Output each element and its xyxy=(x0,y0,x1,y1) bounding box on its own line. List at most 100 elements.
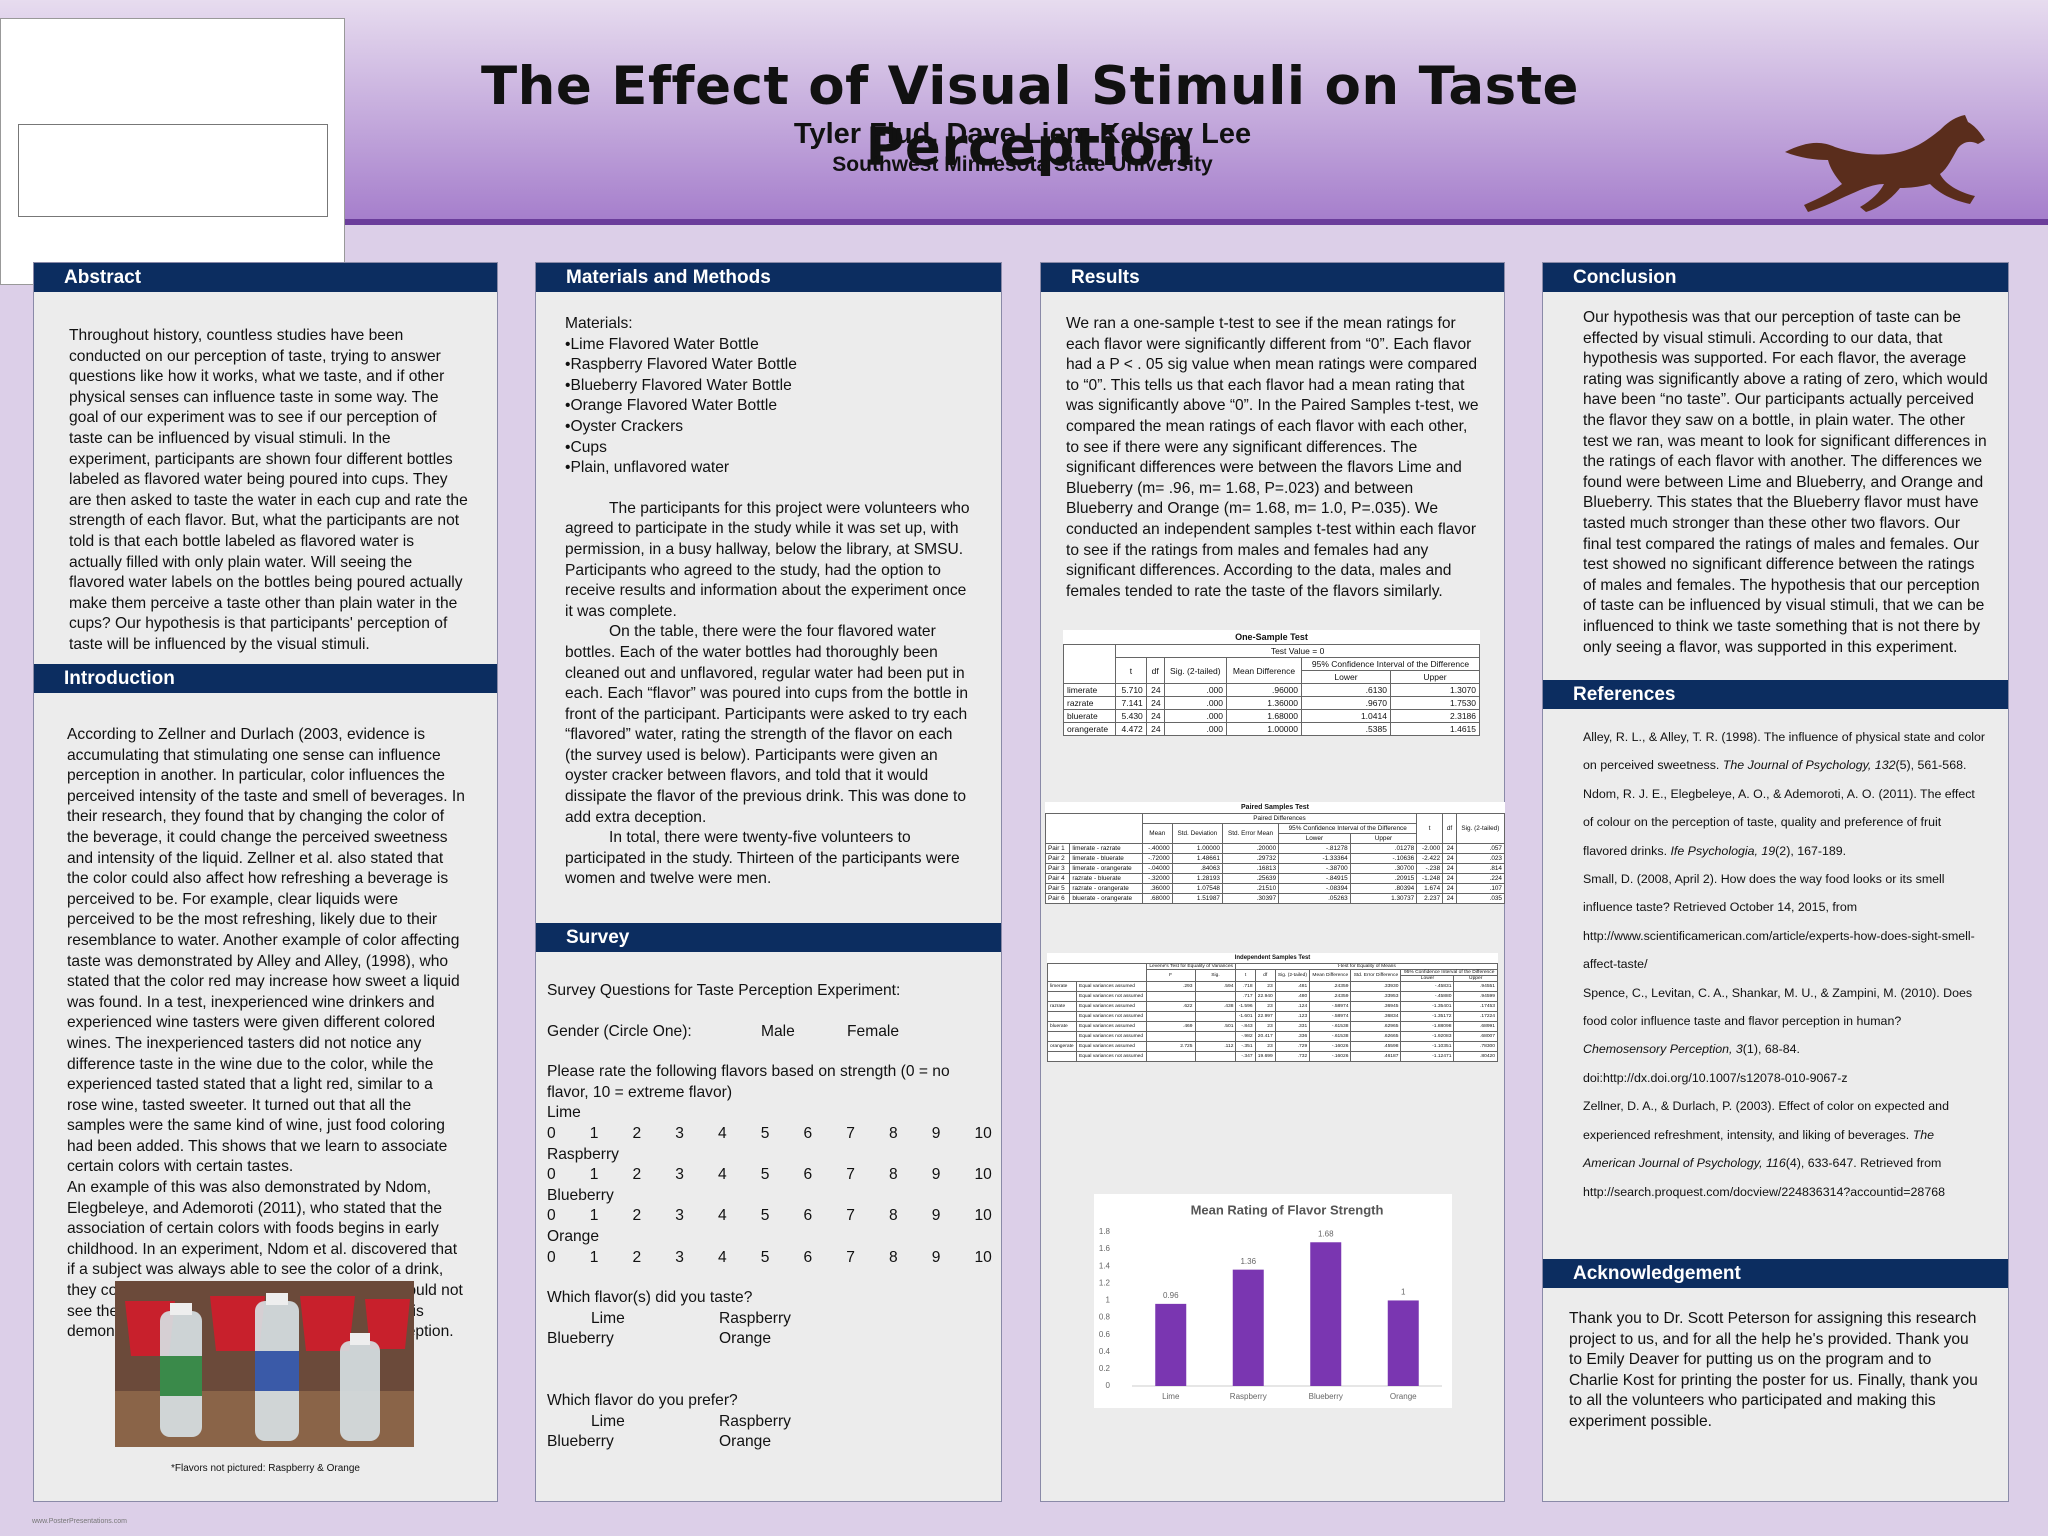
y-tick-label: 0 xyxy=(1106,1381,1111,1390)
table-header xyxy=(1047,963,1147,982)
table-cell: bluerate xyxy=(1062,709,1117,723)
table-cell: .46187 xyxy=(1350,1051,1402,1062)
table-cell: .68007 xyxy=(1453,1031,1498,1042)
table-cell: Pair 1 xyxy=(1044,843,1071,854)
table-cell: -.16026 xyxy=(1309,1041,1352,1052)
material-item: •Oyster Crackers xyxy=(565,417,684,435)
scale-number: 1 xyxy=(589,1166,599,1184)
table-cell: 24 xyxy=(1442,843,1457,854)
table-cell: .6130 xyxy=(1301,683,1391,697)
table-header: Sig. (2-tailed) xyxy=(1274,969,1311,982)
table-cell: .123 xyxy=(1274,1011,1311,1022)
scale-number: 8 xyxy=(889,1124,898,1142)
scale-number: 0 xyxy=(547,1207,556,1225)
scale-number: 4 xyxy=(718,1166,727,1184)
reference-part: Ndom, R. J. E., Elegbeleye, A. O., & Ade… xyxy=(1583,786,1975,858)
table-cell: limerate - razrate xyxy=(1069,843,1143,854)
paragraph: According to Zellner and Durlach (2003, … xyxy=(67,726,465,1176)
table-cell: -1.596 xyxy=(1235,1001,1256,1012)
table-header: t xyxy=(1416,813,1444,844)
table-cell: -1.33364 xyxy=(1278,853,1351,864)
bar xyxy=(1387,1300,1419,1386)
scale-number: 0 xyxy=(547,1124,556,1142)
authors: Tyler Flud, Dave Lien, Kelsey Lee xyxy=(793,118,1252,150)
data-row: Equal variances not assumed -1.601 22.997.… xyxy=(1047,1011,1498,1022)
data-label: 1.68 xyxy=(1318,1229,1334,1238)
scale-row: 0 1 2 3 4 5 6 7 8 9 10 xyxy=(547,1248,992,1269)
scale-number: 0 xyxy=(547,1248,556,1266)
flavor-option: Raspberry xyxy=(719,1412,791,1430)
table-cell: .20915 xyxy=(1349,873,1418,884)
header-row: Test Value = 0 xyxy=(1062,644,1480,684)
table-cell: 24 xyxy=(1442,853,1457,864)
table-cell: -.45880 xyxy=(1400,991,1455,1002)
results-text: We ran a one-sample t-test to see if the… xyxy=(1066,315,1479,600)
table-cell: 24 xyxy=(1145,722,1165,736)
table-cell: .21510 xyxy=(1221,883,1280,894)
flavor-label: Orange xyxy=(547,1227,600,1245)
table-cell: .84063 xyxy=(1171,863,1223,874)
table-cell: 23 xyxy=(1254,981,1276,992)
scale-number: 8 xyxy=(889,1248,898,1266)
table-cell: .62965 xyxy=(1350,1021,1402,1032)
table-cell: orangerate xyxy=(1062,722,1117,736)
table: Paired Differences t df Sig. (2-tailed) Mean… xyxy=(1044,813,1506,904)
gender-label: Gender (Circle One): xyxy=(547,1022,692,1040)
table-header: t xyxy=(1115,657,1147,684)
table-cell: .501 xyxy=(1194,1021,1237,1032)
table-cell xyxy=(1047,991,1077,1002)
data-row: orangerate 4.472 24.000 1.00000.5385 1.4615 xyxy=(1062,722,1481,736)
y-tick-label: 0.6 xyxy=(1099,1330,1111,1339)
table-cell: .000 xyxy=(1163,696,1228,710)
table-cell: .023 xyxy=(1455,853,1506,864)
y-tick-label: 0.8 xyxy=(1099,1313,1111,1322)
reference: Spence, C., Levitan, C. A., Shankar, M. … xyxy=(1583,979,1988,1093)
data-row: Pair 4 razrate - bluerate -.32000 1.28193.2… xyxy=(1044,873,1506,884)
table-cell: .36834 xyxy=(1350,1011,1402,1022)
table-cell: -.40000 xyxy=(1141,843,1173,854)
reference: Alley, R. L., & Alley, T. R. (1998). The… xyxy=(1583,723,1988,780)
table-cell: -.61538 xyxy=(1309,1021,1352,1032)
spacer xyxy=(547,1350,992,1391)
table-cell: 1.00000 xyxy=(1226,722,1302,736)
table-cell: razrate - orangerate xyxy=(1069,883,1143,894)
table-cell: -.58974 xyxy=(1309,1011,1352,1022)
reference-part: Alley, R. L., & Alley, T. R. (1998). The… xyxy=(1583,730,1985,773)
table-cell xyxy=(1145,991,1196,1002)
table-cell: Pair 6 xyxy=(1044,893,1071,904)
table-cell: .24359 xyxy=(1309,981,1352,992)
table-cell: 24 xyxy=(1442,893,1457,904)
scale-number: 5 xyxy=(760,1248,770,1266)
table-cell: 1.30737 xyxy=(1349,893,1418,904)
data-row: Equal variances not assumed -.982 20.417.3… xyxy=(1047,1031,1498,1042)
scale-number: 9 xyxy=(931,1166,941,1184)
table-header: Std. Deviation xyxy=(1171,823,1223,844)
reference-part: (4), 633-647. Retrieved from http://sear… xyxy=(1583,1156,1945,1199)
x-tick-label: Raspberry xyxy=(1230,1392,1267,1401)
footer-credit: www.PosterPresentations.com xyxy=(32,1518,127,1525)
table-cell: .30700 xyxy=(1349,863,1418,874)
survey-question: Which flavor do you prefer? xyxy=(547,1391,738,1409)
scale-number: 3 xyxy=(675,1248,684,1266)
table-cell: Equal variances not assumed xyxy=(1075,991,1147,1002)
table-cell: -1.248 xyxy=(1416,873,1444,884)
reference-part: (2), 167-189. xyxy=(1775,843,1847,858)
data-row: orangerate Equal variances assumed 2.725.1… xyxy=(1047,1041,1498,1052)
table-cell: 2.237 xyxy=(1416,893,1444,904)
table-cell: 1.00000 xyxy=(1171,843,1223,854)
reference-part: Chemosensory Perception, 3 xyxy=(1583,1042,1743,1057)
table-cell: .729 xyxy=(1274,1041,1311,1052)
reference-part: Spence, C., Levitan, C. A., Shankar, M. … xyxy=(1583,985,1973,1029)
table: Test Value = 0 t df Sig. (2-tailed) Mean Dif… xyxy=(1062,644,1481,736)
table-cell: limerate xyxy=(1062,683,1117,697)
data-row: razrate Equal variances assumed .622.438 -1… xyxy=(1047,1001,1498,1012)
table-cell: .718 xyxy=(1235,981,1256,992)
table-cell: Equal variances not assumed xyxy=(1075,1031,1147,1042)
table-cell: .622 xyxy=(1145,1001,1196,1012)
table-cell: 2.725 xyxy=(1145,1041,1196,1052)
table-cell: .62665 xyxy=(1350,1031,1402,1042)
table-cell: -.238 xyxy=(1416,863,1444,874)
section-heading: Conclusion xyxy=(1543,263,2008,292)
table-cell: .94599 xyxy=(1453,991,1498,1002)
